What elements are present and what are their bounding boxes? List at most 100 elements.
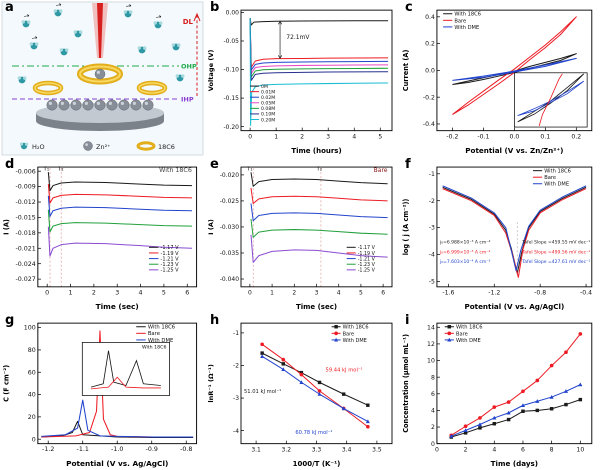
marker-triangle [578, 382, 583, 387]
marker-triangle [299, 380, 304, 385]
x-tick-label: 6 [521, 446, 525, 453]
zn-highlight [96, 70, 100, 74]
annotation: j₀=7.603×10⁻⁴ A cm⁻² [439, 259, 491, 265]
series-line [249, 18, 389, 71]
legend-label: -1.25 V [161, 268, 180, 274]
series-line [442, 185, 587, 272]
y-tick-label: -0.020 [220, 172, 239, 179]
x-tick-label: -1.1 [77, 446, 89, 453]
marker-triangle [281, 367, 286, 372]
x-tick-label: -1.2 [42, 446, 54, 453]
legend-label: -1.23 V [358, 262, 376, 268]
legend-label: With DME [343, 338, 367, 344]
y-tick-label: 4 [431, 408, 435, 415]
legend-label: -1.19 V [358, 251, 376, 257]
panel-letter-g: g [5, 313, 15, 328]
x-tick-label: 8 [550, 446, 554, 453]
marker-triangle [449, 434, 454, 438]
x-tick-label: 3.3 [312, 446, 322, 453]
x-tick-label: -0.2 [446, 133, 458, 140]
marker-square [447, 325, 452, 329]
marker-triangle [492, 415, 497, 420]
x-tick-label: 0 [248, 289, 252, 296]
x-tick-label: -0.1 [477, 133, 489, 140]
y-tick-label: 8 [431, 374, 435, 381]
x-tick-label: -0.8 [534, 289, 546, 296]
y-tick-label: 10 [427, 358, 435, 365]
inset-series [517, 80, 585, 116]
x-tick-label: 4 [139, 289, 143, 296]
marker-circle [447, 331, 452, 336]
chart-tafel-plot: -1.6 -1.2 -0.8 -0.4 -5 -4 -3 -2 -1 Potential (V v… [402, 166, 593, 311]
marker-circle [463, 424, 468, 429]
panel-h: h 3.1 3.2 3.3 3.4 3.5 -4 -3 -2 -1 1000/T (K⁻¹) lnR… [205, 313, 400, 470]
crown-ring-highlight [79, 65, 121, 83]
annotation: 51.01 kJ mol⁻¹ [244, 389, 281, 395]
dl-arrow-icon [193, 12, 201, 22]
series-line [250, 234, 388, 263]
series-line [249, 18, 389, 127]
marker-square [366, 403, 370, 407]
annotation: T₂ [316, 167, 323, 173]
y-tick-label: 0 [431, 441, 435, 448]
y-tick-label: -0.025 [220, 198, 239, 205]
y-tick-label: 0.00 [226, 10, 239, 17]
y-tick-label: -0.006 [15, 168, 35, 175]
zn-label: Zn²⁺ [96, 143, 111, 151]
panel-f: f -1.6 -1.2 -0.8 -0.4 -5 -4 -3 -2 -1 Potential (V… [400, 157, 600, 313]
marker-triangle [520, 403, 526, 408]
y-tick-label: -0.027 [15, 276, 35, 283]
series-line [442, 188, 587, 278]
inset-label: With 18C6 [142, 345, 167, 351]
legend-label: With DME [456, 338, 481, 344]
x-axis-label: Potential (V vs. Ag/AgCl) [464, 302, 564, 311]
y-axis-label: Concentration (μmol mL⁻¹) [402, 334, 410, 433]
y-tick-label: -0.05 [224, 38, 240, 45]
x-tick-label: -0.9 [146, 446, 158, 453]
panel-i: i 0 2 4 6 8 10 0 2 4 6 8 10 12 14 Time (days) Concentra… [400, 313, 600, 470]
x-tick-label: 3 [326, 133, 330, 140]
marker-circle [317, 389, 322, 393]
panel-letter-f: f [405, 157, 411, 172]
marker-circle [366, 424, 370, 429]
marker-triangle [506, 410, 511, 415]
x-axis-label: Time (sec) [96, 302, 139, 311]
plot-frame [436, 166, 593, 288]
crown-ring-highlight [34, 82, 62, 94]
x-tick-label: 3.1 [251, 446, 261, 453]
zn-icon-highlight [85, 143, 88, 147]
y-tick-label: -4 [429, 252, 435, 259]
water-molecule-icon [21, 14, 31, 28]
marker-square [334, 325, 338, 329]
arrow-head [278, 20, 283, 25]
marker-triangle [260, 354, 265, 358]
x-tick-label: 0.1 [540, 133, 550, 140]
legend-label: -1.17 V [161, 245, 180, 251]
y-tick-label: -3 [233, 395, 239, 402]
water-molecule-icon [137, 46, 147, 54]
crown-ring-highlight [138, 82, 166, 94]
marker-circle [506, 400, 511, 404]
y-tick-label: 0.2 [425, 41, 435, 48]
annotation: 59.44 kJ mol⁻¹ [326, 367, 363, 373]
dl-indicator: DL [183, 12, 201, 97]
panel-c: c -0.2 -0.1 0.0 0.1 0.2 -0.4 -0.2 0.0 0.2 0.4 Pote… [400, 0, 600, 157]
water-molecule-icon [153, 15, 163, 29]
marker-triangle [549, 394, 554, 399]
y-tick-label: -0.024 [15, 261, 35, 268]
series-line [250, 219, 388, 238]
marker-circle [281, 357, 286, 362]
marker-square [317, 380, 322, 385]
legend-label: -1.21 V [358, 256, 376, 262]
y-axis-label: log ( j (A cm⁻²)) [402, 199, 410, 256]
series-line [47, 209, 192, 233]
marker-square [535, 408, 540, 413]
legend-label: 0.01M [261, 89, 275, 95]
chart-voltage-vs-time: 0 1 2 3 4 5 0.00 -0.05 -0.10 -0.15 -0.20 Time (hour… [207, 10, 393, 155]
legend-label: With 18C6 [456, 325, 483, 331]
marker-circle [478, 416, 482, 420]
x-axis-label: Time (days) [491, 459, 538, 468]
panel-d: d 0 1 2 3 4 5 6 -0.006 -0.009 -0.012 -0.015 -0.018 -… [0, 157, 205, 313]
x-tick-label: 6 [185, 289, 189, 296]
